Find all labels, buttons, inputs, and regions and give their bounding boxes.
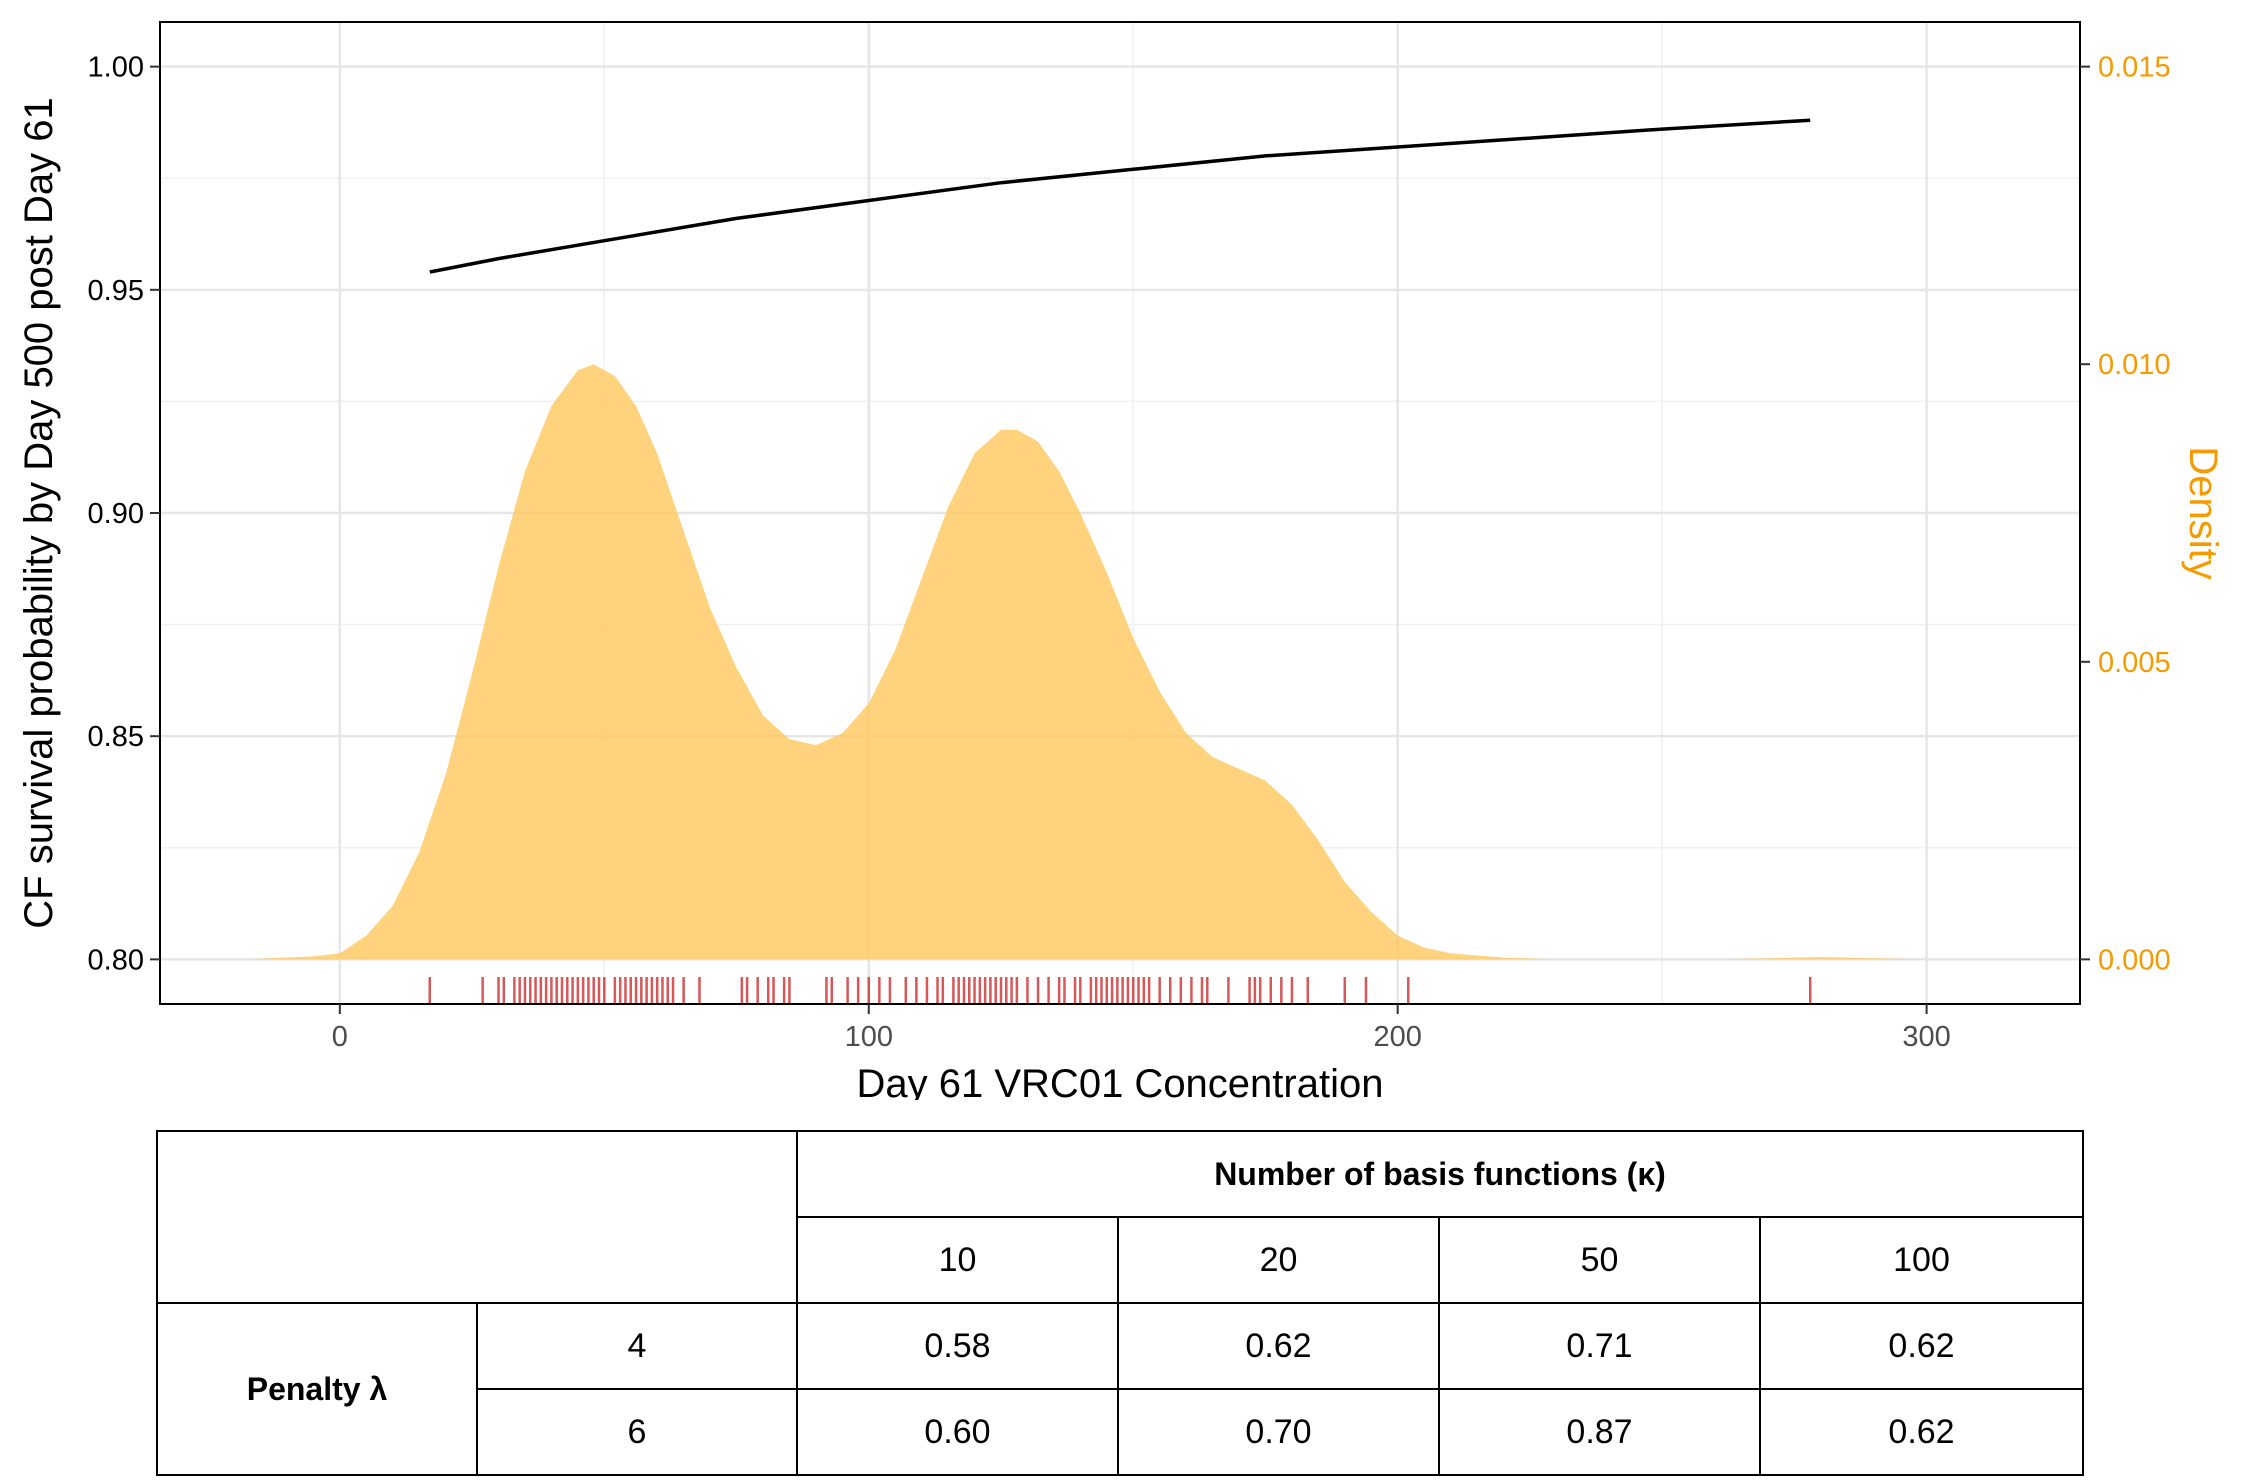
- table-cell: 0.87: [1438, 1388, 1761, 1476]
- x-axis: 0 100 200 300: [332, 1004, 1951, 1053]
- survival-density-chart: 0.80 0.85 0.90 0.95 1.00 0.000 0.005 0.010 0.01…: [17, 21, 2225, 1100]
- tick-label: 0.95: [88, 275, 144, 307]
- tick-label: 1.00: [88, 52, 144, 84]
- tick-label: 300: [1902, 1021, 1950, 1053]
- column-header: 10: [796, 1216, 1119, 1304]
- survival-curve-line: [429, 118, 1811, 274]
- table-header-row-1: Number of basis functions (κ): [156, 1130, 2085, 1304]
- results-table: Number of basis functions (κ) 10 20 50 1…: [156, 1130, 2085, 1476]
- penalty-label: Penalty λ: [156, 1302, 478, 1476]
- density-area: [244, 364, 1980, 960]
- grid-major: [160, 22, 2080, 1004]
- table-corner-cell: [156, 1130, 798, 1304]
- lambda-value: 4: [476, 1302, 798, 1390]
- tick-label: 0.010: [2098, 349, 2171, 381]
- tick-label: 0: [332, 1021, 348, 1053]
- lambda-value: 6: [476, 1388, 798, 1476]
- tick-label: 0.000: [2098, 944, 2171, 976]
- column-header: 100: [1758, 1216, 2085, 1304]
- table-cell: 0.70: [1117, 1388, 1440, 1476]
- tick-label: 0.015: [2098, 52, 2171, 84]
- y-axis-right-title: Density: [2181, 446, 2225, 579]
- tick-label: 100: [845, 1021, 893, 1053]
- tick-label: 0.85: [88, 721, 144, 753]
- y-axis-left-title: CF survival probability by Day 500 post …: [17, 97, 61, 928]
- table-cell: 0.62: [1758, 1302, 2085, 1390]
- left-axis: 0.80 0.85 0.90 0.95 1.00: [88, 52, 160, 976]
- rug-marks: [428, 977, 1812, 1004]
- tick-label: 0.90: [88, 498, 144, 530]
- table-cell: 0.60: [796, 1388, 1119, 1476]
- tick-label: 200: [1373, 1021, 1421, 1053]
- table-cell: 0.71: [1438, 1302, 1761, 1390]
- right-axis: 0.000 0.005 0.010 0.015: [2080, 52, 2171, 976]
- table-header-row-2: 10 20 50 100: [157, 1216, 2085, 1304]
- table-cell: 0.62: [1758, 1388, 2085, 1476]
- basis-functions-header: Number of basis functions (κ): [795, 1130, 2085, 1218]
- x-axis-title: Day 61 VRC01 Concentration: [857, 1062, 1384, 1100]
- tick-label: 0.005: [2098, 647, 2171, 679]
- tick-label: 0.80: [88, 944, 144, 976]
- column-header: 20: [1117, 1216, 1440, 1304]
- table-cell: 0.58: [796, 1302, 1119, 1390]
- column-header: 50: [1438, 1216, 1761, 1304]
- table-row: 6 0.60 0.70 0.87 0.62: [157, 1388, 2085, 1476]
- table-row: Penalty λ 4 0.58 0.62 0.71 0.62: [156, 1302, 2085, 1476]
- table-cell: 0.62: [1117, 1302, 1440, 1390]
